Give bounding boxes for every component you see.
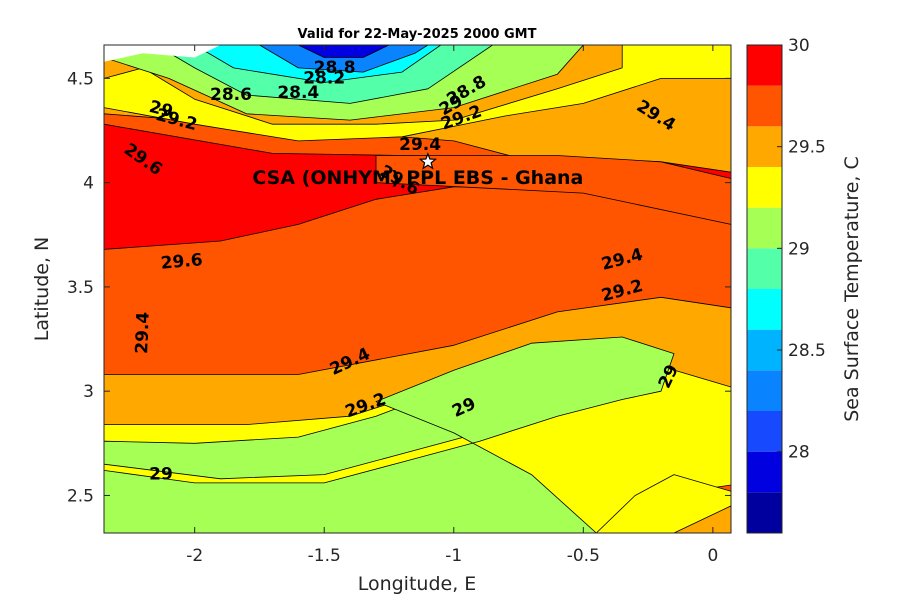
colorbar: 28 28.5 29 29.5 30 Sea Surface Temperature, …: [746, 36, 863, 534]
y-tick-label: 3.5: [67, 278, 94, 298]
y-tick-label: 4: [83, 174, 94, 194]
site-label: CSA (ONHYM) PPL EBS - Ghana: [252, 167, 583, 189]
colorbar-swatches: [747, 45, 782, 533]
x-tick-label: 0: [707, 546, 718, 566]
contour-bands: [104, 45, 731, 533]
y-axis-label: Latitude, N: [31, 237, 53, 342]
contour-label-16: 29.4: [132, 311, 153, 354]
colorbar-frame: [746, 44, 783, 534]
plot-frame: [103, 44, 732, 534]
contour-label-2: 28.6: [210, 85, 252, 105]
colorbar-tick-label: 30: [788, 36, 810, 56]
contour-label-21: 29: [149, 465, 173, 485]
y-axis-ticks: 2.5 3 3.5 4 4.5: [67, 69, 731, 506]
colorbar-tick-label: 28: [788, 443, 810, 463]
contour-label-13: 29.6: [160, 250, 204, 274]
contour-band-14: [595, 474, 731, 533]
colorbar-tick-label: 29.5: [788, 138, 826, 158]
contour-label-3: 28.4: [277, 83, 319, 103]
x-tick-label: -1: [445, 546, 462, 566]
contour-band-9: [297, 45, 390, 58]
contour-label-1: 28.2: [303, 68, 345, 88]
contour-label-0: 28.8: [314, 58, 356, 78]
x-tick-label: -2: [186, 546, 203, 566]
no-data-region: [104, 45, 221, 62]
colorbar-swatch-7: [747, 207, 782, 249]
contour-band-13: [104, 336, 675, 533]
plot-area: 28.828.228.6 28.4 28.82929.22929.229.429.4…: [67, 44, 732, 566]
colorbar-swatch-2: [747, 411, 782, 452]
colorbar-label: Sea Surface Temperature, C: [841, 156, 863, 422]
colorbar-swatch-10: [747, 85, 782, 127]
x-axis-ticks: -2 -1.5 -1 -0.5 0: [186, 45, 718, 566]
site-annotation: CSA (ONHYM) PPL EBS - Ghana: [252, 152, 583, 189]
contour-band-15: [673, 505, 731, 533]
contour-label-9: 29.4: [399, 135, 441, 155]
colorbar-swatch-9: [747, 126, 782, 167]
colorbar-tick-label: 29: [788, 239, 810, 259]
contour-band-4: [104, 45, 731, 142]
colorbar-swatch-1: [747, 451, 782, 493]
contour-band-8: [259, 45, 429, 73]
x-tick-label: -0.5: [567, 546, 600, 566]
y-tick-label: 3: [83, 382, 94, 402]
y-tick-label: 2.5: [67, 486, 94, 506]
colorbar-swatch-0: [747, 492, 782, 533]
colorbar-swatch-11: [747, 45, 782, 86]
colorbar-ticks: 28 28.5 29 29.5 30: [777, 36, 826, 463]
colorbar-swatch-3: [747, 370, 782, 411]
contour-band-3: [375, 155, 731, 225]
x-axis-label: Longitude, E: [358, 573, 477, 595]
site-star-icon: [418, 152, 438, 170]
colorbar-tick-label: 28.5: [788, 341, 826, 361]
x-tick-label: -1.5: [308, 546, 341, 566]
colorbar-swatch-5: [747, 289, 782, 330]
colorbar-swatch-8: [747, 167, 782, 208]
y-tick-label: 4.5: [67, 69, 94, 89]
colorbar-swatch-6: [747, 248, 782, 289]
chart-title: Valid for 22-May-2025 2000 GMT: [298, 27, 537, 42]
colorbar-swatch-4: [747, 329, 782, 371]
